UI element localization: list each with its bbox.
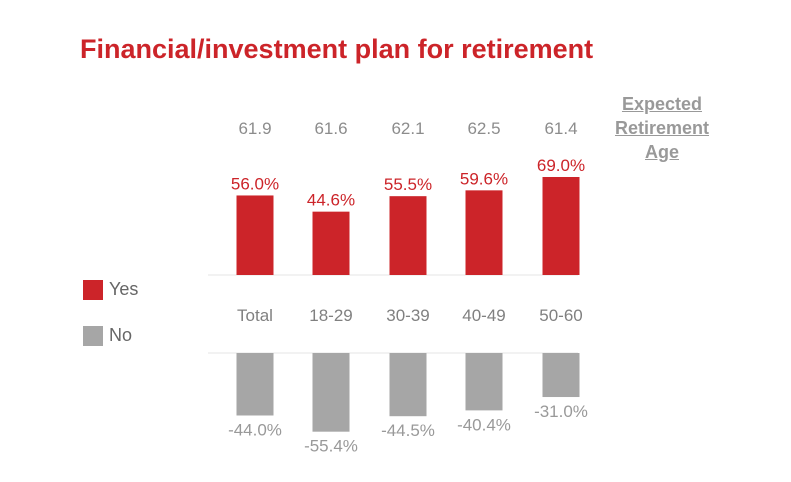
- no-bar-18-29: [312, 353, 350, 432]
- no-bar-30-39: [389, 353, 427, 417]
- yes-value-label-Total: 56.0%: [231, 174, 279, 193]
- yes-bar-Total: [236, 195, 274, 275]
- legend-swatch-no: [83, 325, 103, 346]
- category-label-18-29: 18-29: [309, 306, 352, 325]
- retirement-label-line-2: Retirement: [614, 118, 710, 138]
- expected-retirement-age-label: Expected Retirement Age: [606, 92, 718, 164]
- category-label-30-39: 30-39: [386, 306, 429, 325]
- no-value-label-30-39: -44.5%: [381, 421, 435, 440]
- no-value-label-Total: -44.0%: [228, 420, 282, 439]
- no-value-label-50-60: -31.0%: [534, 402, 588, 421]
- yes-value-label-18-29: 44.6%: [307, 191, 355, 210]
- category-label-Total: Total: [237, 306, 273, 325]
- retirement-age-40-49: 62.5: [467, 119, 500, 138]
- legend-label-yes: Yes: [109, 279, 139, 299]
- retirement-age-18-29: 61.6: [314, 119, 347, 138]
- no-bar-Total: [236, 353, 274, 416]
- retirement-label-line-3: Age: [644, 142, 679, 162]
- yes-bar-50-60: [542, 177, 580, 275]
- yes-value-label-50-60: 69.0%: [537, 156, 585, 175]
- no-value-label-40-49: -40.4%: [457, 415, 511, 434]
- yes-bar-18-29: [312, 211, 350, 275]
- retirement-age-50-60: 61.4: [544, 119, 577, 138]
- yes-bar-40-49: [465, 190, 503, 275]
- no-bar-40-49: [465, 353, 503, 411]
- retirement-age-Total: 61.9: [238, 119, 271, 138]
- category-label-40-49: 40-49: [462, 306, 505, 325]
- retirement-label-line-1: Expected: [621, 94, 703, 114]
- yes-bar-30-39: [389, 196, 427, 275]
- legend-label-no: No: [109, 325, 133, 345]
- yes-value-label-40-49: 59.6%: [460, 169, 508, 188]
- legend-item-yes: Yes: [83, 279, 138, 300]
- chart-title: Financial/investment plan for retirement: [80, 34, 594, 64]
- retirement-age-30-39: 62.1: [391, 119, 424, 138]
- no-bar-50-60: [542, 353, 580, 398]
- legend-swatch-yes: [83, 279, 103, 300]
- no-value-label-18-29: -55.4%: [304, 437, 358, 456]
- yes-value-label-30-39: 55.5%: [384, 175, 432, 194]
- category-label-50-60: 50-60: [539, 306, 582, 325]
- legend-item-no: No: [83, 325, 132, 346]
